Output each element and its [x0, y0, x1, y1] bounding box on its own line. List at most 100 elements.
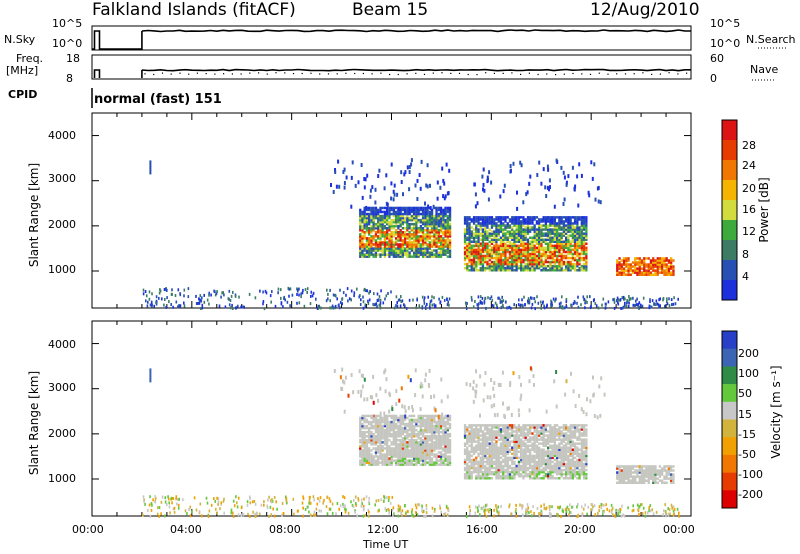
velocity-echo-cell — [368, 430, 371, 434]
power-echo-cell — [477, 222, 480, 225]
power-echo-cell — [571, 254, 574, 258]
velocity-echo-cell — [374, 430, 378, 434]
velocity-echo-cell — [386, 457, 389, 460]
power-ground-cell — [519, 303, 522, 307]
power-echo-cell — [533, 216, 536, 219]
power-echo-cell — [580, 238, 583, 241]
power-echo-cell — [488, 254, 491, 258]
power-echo-cell — [580, 230, 583, 233]
nave-dot — [301, 72, 303, 75]
velocity-echo-cell — [415, 455, 418, 458]
velocity-echo-cell — [472, 460, 476, 464]
power-echo-cell — [667, 265, 671, 268]
power-ground-cell — [615, 299, 618, 303]
power-echo-cell — [463, 262, 467, 266]
power-echo-cell — [472, 260, 476, 264]
velocity-echo-cell — [383, 424, 387, 428]
power-echo-cell — [640, 259, 644, 262]
power-echo-cell — [404, 249, 407, 252]
power-echo-cell — [484, 224, 487, 227]
velocity-echo-cell — [363, 463, 366, 466]
nave-dot — [161, 72, 164, 74]
power-echo-cell — [578, 218, 581, 221]
power-ground-cell — [379, 306, 382, 310]
velocity-ground-cell — [559, 505, 561, 509]
velocity-echo-cell — [488, 460, 491, 464]
velocity-echo-cell — [430, 416, 434, 420]
velocity-ground-cell — [363, 497, 365, 501]
power-echo-cell — [656, 263, 659, 266]
power-echo-cell — [504, 224, 507, 227]
power-echo-cell — [374, 227, 378, 230]
power-echo-cell — [618, 263, 621, 266]
power-echo-cell — [383, 210, 387, 214]
power-echo-cell — [486, 232, 489, 235]
velocity-echo-cell — [433, 414, 436, 418]
velocity-echo-cell — [383, 416, 387, 420]
power-echo-cell — [551, 228, 554, 231]
power-echo-cell — [477, 252, 480, 256]
power-echo-cell — [404, 247, 407, 250]
power-echo-cell — [435, 235, 438, 238]
velocity-ground-cell — [515, 503, 517, 507]
velocity-echo-cell — [470, 428, 473, 431]
power-echo-cell — [421, 251, 425, 254]
power-echo-cell — [558, 220, 561, 223]
power-ground-cell — [158, 296, 160, 300]
power-echo-cell — [430, 216, 434, 220]
power-echo-cell — [576, 260, 579, 264]
power-ground-cell — [144, 290, 147, 293]
velocity-echo-cell — [468, 424, 471, 427]
power-sparse-cell — [571, 165, 574, 170]
power-echo-cell — [535, 246, 539, 250]
velocity-ground-cell — [522, 513, 524, 517]
power-echo-cell — [446, 249, 449, 252]
power-echo-cell — [625, 263, 628, 266]
power-echo-cell — [424, 218, 427, 222]
power-echo-cell — [401, 208, 404, 212]
power-sparse-cell — [442, 178, 445, 183]
power-sparse-cell — [366, 173, 369, 178]
power-echo-cell — [538, 218, 541, 221]
velocity-echo-cell — [490, 426, 494, 429]
power-echo-cell — [388, 229, 391, 232]
power-echo-cell — [558, 252, 561, 256]
power-echo-cell — [508, 230, 512, 233]
power-echo-cell — [386, 220, 389, 224]
velocity-echo-cell — [435, 414, 438, 418]
velocity-ground-cell — [468, 505, 471, 509]
velocity-echo-cell — [421, 459, 425, 462]
power-sparse-cell — [337, 159, 340, 164]
velocity-echo-cell — [428, 430, 431, 434]
power-echo-cell — [484, 254, 487, 258]
velocity-echo-cell — [370, 437, 373, 440]
power-echo-cell — [515, 262, 518, 266]
power-echo-cell — [484, 246, 487, 250]
power-echo-cell — [504, 256, 507, 260]
power-echo-cell — [499, 264, 503, 268]
nsearch-tick-high: 10^5 — [710, 17, 741, 30]
power-echo-cell — [551, 250, 554, 254]
power-echo-cell — [408, 210, 411, 214]
power-echo-cell — [433, 235, 436, 238]
power-echo-cell — [520, 266, 523, 270]
velocity-ground-cell — [556, 512, 558, 516]
power-echo-cell — [529, 220, 532, 223]
power-echo-cell — [426, 245, 429, 248]
velocity-echo-cell — [410, 430, 413, 434]
power-sparse-cell — [520, 163, 523, 168]
velocity-ground-cell — [242, 513, 245, 517]
velocity-y-tick: 3000 — [48, 381, 76, 394]
power-echo-cell — [638, 265, 641, 268]
freq-tick-low: 8 — [66, 72, 73, 85]
velocity-ground-cell — [188, 508, 190, 511]
velocity-echo-cell — [470, 466, 473, 470]
power-echo-cell — [578, 256, 581, 260]
power-echo-cell — [576, 226, 579, 229]
power-echo-cell — [578, 226, 581, 229]
velocity-echo-cell — [486, 468, 489, 472]
power-echo-cell — [363, 231, 366, 234]
power-echo-cell — [408, 251, 411, 254]
velocity-ground-cell — [380, 498, 382, 502]
power-echo-cell — [386, 218, 389, 222]
